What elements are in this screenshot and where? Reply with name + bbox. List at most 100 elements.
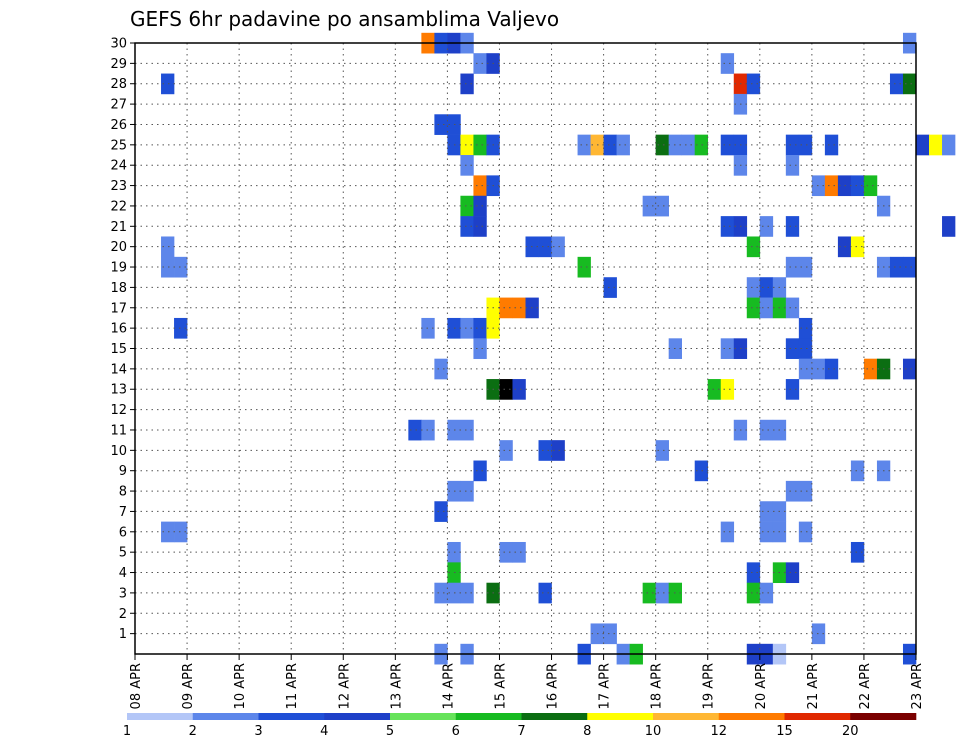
y-tick-label: 8	[119, 485, 127, 500]
chart-title: GEFS 6hr padavine po ansamblima Valjevo	[130, 7, 559, 31]
y-tick-label: 10	[110, 444, 127, 459]
heatmap-cell	[616, 134, 630, 156]
y-tick-label: 29	[110, 57, 127, 72]
heatmap-cell	[460, 317, 474, 339]
colorbar-swatch	[784, 713, 851, 720]
heatmap-cell	[850, 541, 865, 563]
heatmap-cell	[785, 379, 800, 400]
heatmap-cell	[174, 317, 188, 339]
x-tick-label: 23 APR	[910, 663, 925, 709]
heatmap-cell	[746, 277, 761, 298]
heatmap-cell	[720, 379, 735, 400]
heatmap-cell	[460, 216, 474, 237]
colorbar-swatch	[587, 713, 654, 720]
colorbar-label: 2	[189, 724, 197, 739]
x-tick-label: 18 APR	[650, 663, 665, 709]
y-tick-label: 19	[110, 261, 127, 276]
colorbar-label: 5	[386, 724, 394, 739]
y-tick-label: 14	[110, 362, 127, 377]
colorbar-label: 4	[320, 724, 328, 739]
heatmap-cell	[798, 480, 813, 502]
y-tick-label: 4	[119, 566, 127, 581]
heatmap-cell	[603, 623, 617, 645]
y-axis: 1234567891011121314151617181920212223242…	[110, 37, 135, 642]
heatmap-cell	[916, 134, 930, 156]
x-tick-label: 20 APR	[754, 663, 769, 709]
colorbar-swatch	[521, 713, 588, 720]
heatmap-cell	[473, 338, 487, 359]
y-tick-label: 17	[110, 301, 127, 316]
heatmap-cell	[499, 297, 513, 319]
colorbar-legend: 1 2 3 4 5 6 7 8 10 12 15 20	[123, 713, 917, 739]
y-tick-label: 9	[119, 464, 127, 479]
heatmap-cell	[421, 317, 435, 339]
x-tick-label: 13 APR	[389, 663, 404, 709]
heatmap-cell	[473, 216, 487, 237]
x-tick-label: 14 APR	[441, 663, 456, 709]
heatmap-cell	[746, 297, 761, 319]
heatmap-cell	[902, 358, 917, 380]
x-tick-label: 17 APR	[598, 663, 613, 709]
colorbar-swatch	[390, 713, 457, 720]
colorbar-label: 7	[517, 724, 525, 739]
heatmap-cell	[746, 562, 761, 584]
heatmap-cell	[603, 277, 617, 298]
x-tick-label: 08 APR	[129, 663, 144, 709]
heatmap-cell	[460, 134, 474, 156]
y-tick-label: 23	[110, 179, 127, 194]
heatmap-cell	[759, 521, 774, 543]
heatmap-cell	[785, 562, 800, 584]
heatmap-cell	[889, 256, 904, 278]
heatmap-cell	[161, 521, 175, 543]
colorbar-swatch	[258, 713, 325, 720]
heatmap-cell	[889, 73, 904, 95]
heatmap-cell	[538, 582, 552, 604]
heatmap-cell	[720, 521, 735, 543]
heatmap-cell	[499, 541, 513, 563]
x-tick-label: 11 APR	[285, 663, 300, 709]
x-tick-label: 12 APR	[337, 663, 352, 709]
heatmap-cell	[473, 175, 487, 197]
heatmap-cell	[824, 175, 839, 197]
heatmap-cell	[798, 317, 813, 339]
heatmap-cell	[746, 73, 761, 95]
heatmap-cell	[460, 582, 474, 604]
heatmap-cell	[551, 236, 565, 258]
heatmap-cell	[720, 216, 735, 237]
heatmap-cell	[824, 358, 839, 380]
colorbar-swatch	[455, 713, 522, 720]
heatmap-cell	[746, 582, 761, 604]
heatmap-cell	[460, 195, 474, 217]
heatmap-cells	[161, 32, 956, 665]
x-tick-label: 10 APR	[233, 663, 248, 709]
heatmap-cell	[174, 521, 188, 543]
heatmap-cell	[434, 501, 448, 522]
heatmap-cell	[694, 460, 709, 482]
x-tick-label: 15 APR	[493, 663, 508, 709]
heatmap-cell	[785, 256, 800, 278]
heatmap-cell	[902, 256, 917, 278]
heatmap-cell	[811, 358, 826, 380]
heatmap-cell	[785, 297, 800, 319]
heatmap-cell	[850, 175, 865, 197]
heatmap-cell	[863, 175, 878, 197]
heatmap-cell	[603, 134, 617, 156]
heatmap-cell	[473, 134, 487, 156]
heatmap-cell	[473, 195, 487, 217]
heatmap-cell	[785, 480, 800, 502]
heatmap-cell	[720, 134, 735, 156]
colorbar-swatch	[127, 713, 194, 720]
y-tick-label: 6	[119, 525, 127, 540]
colorbar-label: 20	[842, 724, 859, 739]
heatmap-cell	[720, 338, 735, 359]
heatmap-cell	[798, 521, 813, 543]
heatmap-cell	[694, 134, 709, 156]
y-tick-label: 26	[110, 118, 127, 133]
heatmap-cell	[161, 256, 175, 278]
heatmap-cell	[460, 155, 474, 176]
heatmap-cell	[863, 358, 878, 380]
heatmap-cell	[798, 256, 813, 278]
y-tick-label: 30	[110, 37, 127, 52]
heatmap-cell	[759, 501, 774, 522]
